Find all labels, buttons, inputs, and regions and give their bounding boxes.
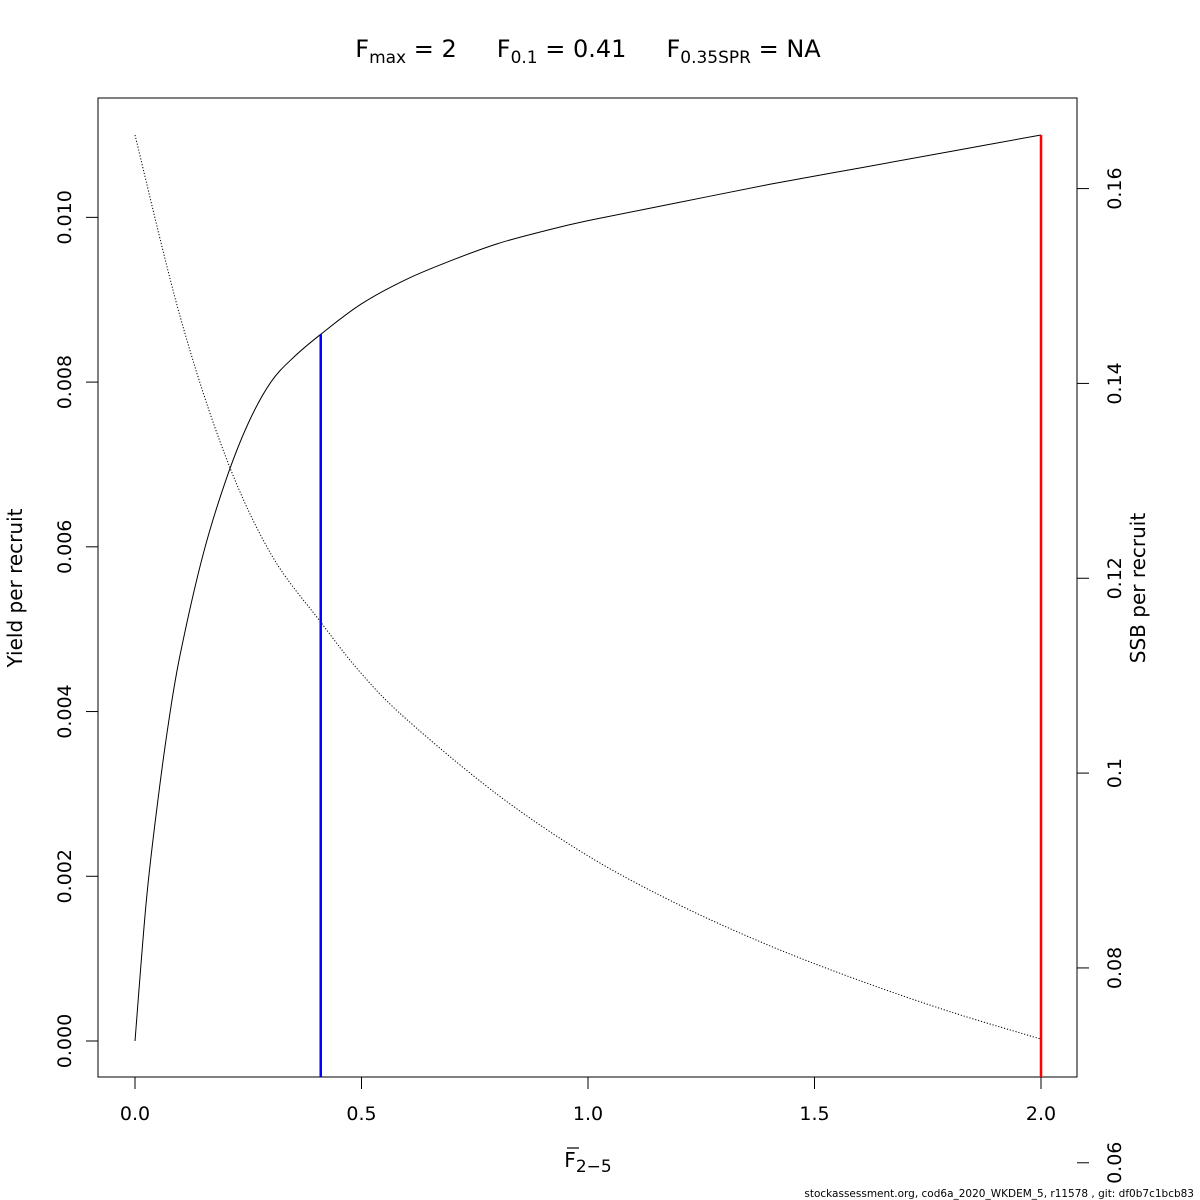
footer-credit: stockassessment.org, cod6a_2020_WKDEM_5,… <box>804 1188 1194 1200</box>
y-tick-label: 0.006 <box>54 520 76 574</box>
x-axis-label: F2−5 <box>564 1148 611 1177</box>
x-tick-label: 2.0 <box>1026 1103 1056 1125</box>
y-tick-label: 0.002 <box>54 849 76 903</box>
chart-title: Fmax = 2 F0.1 = 0.41 F0.35SPR = NA <box>355 35 821 68</box>
fmax-value: = 2 <box>406 35 457 63</box>
y2-tick-label: 0.1 <box>1104 758 1126 788</box>
y2-tick-label: 0.16 <box>1104 167 1126 209</box>
x-tick-label: 0.5 <box>346 1103 376 1125</box>
plot-frame <box>97 97 1078 1078</box>
y2-tick-label: 0.06 <box>1104 1142 1126 1184</box>
fspr-value: = NA <box>751 35 821 63</box>
y-axis-label: Yield per recruit <box>3 508 27 668</box>
x-axis-label-symbol: F <box>564 1148 576 1172</box>
ssb-per-recruit-line <box>134 134 1042 1040</box>
y2-tick-label: 0.08 <box>1104 947 1126 989</box>
x-tick-label: 1.0 <box>573 1103 603 1125</box>
y2-axis-label: SSB per recruit <box>1126 513 1150 664</box>
y-tick-label: 0.004 <box>54 684 76 738</box>
x-tick-label: 1.5 <box>799 1103 829 1125</box>
fmax-sub: max <box>369 48 406 68</box>
fspr-sub: 0.35SPR <box>680 48 751 68</box>
y-tick-label: 0.008 <box>54 355 76 409</box>
y-tick-label: 0.000 <box>54 1014 76 1068</box>
y2-tick-label: 0.12 <box>1104 557 1126 599</box>
axes: 0.0 0.5 1.0 1.5 2.0 0.000 0.002 0.004 0.006 0.008… <box>54 167 1126 1184</box>
yield-per-recruit-line <box>134 134 1042 1042</box>
series-layer <box>134 134 1042 1042</box>
y-tick-label: 0.010 <box>54 190 76 244</box>
x-tick-label: 0.0 <box>120 1103 150 1125</box>
f01-sub: 0.1 <box>511 48 538 68</box>
fmax-symbol: F <box>355 35 369 63</box>
reference-lines <box>319 135 1043 1077</box>
f01-symbol: F <box>497 35 511 63</box>
y2-tick-label: 0.14 <box>1104 362 1126 404</box>
x-axis-label-sub: 2−5 <box>576 1157 612 1177</box>
f01-value: = 0.41 <box>538 35 627 63</box>
fspr-symbol: F <box>666 35 680 63</box>
